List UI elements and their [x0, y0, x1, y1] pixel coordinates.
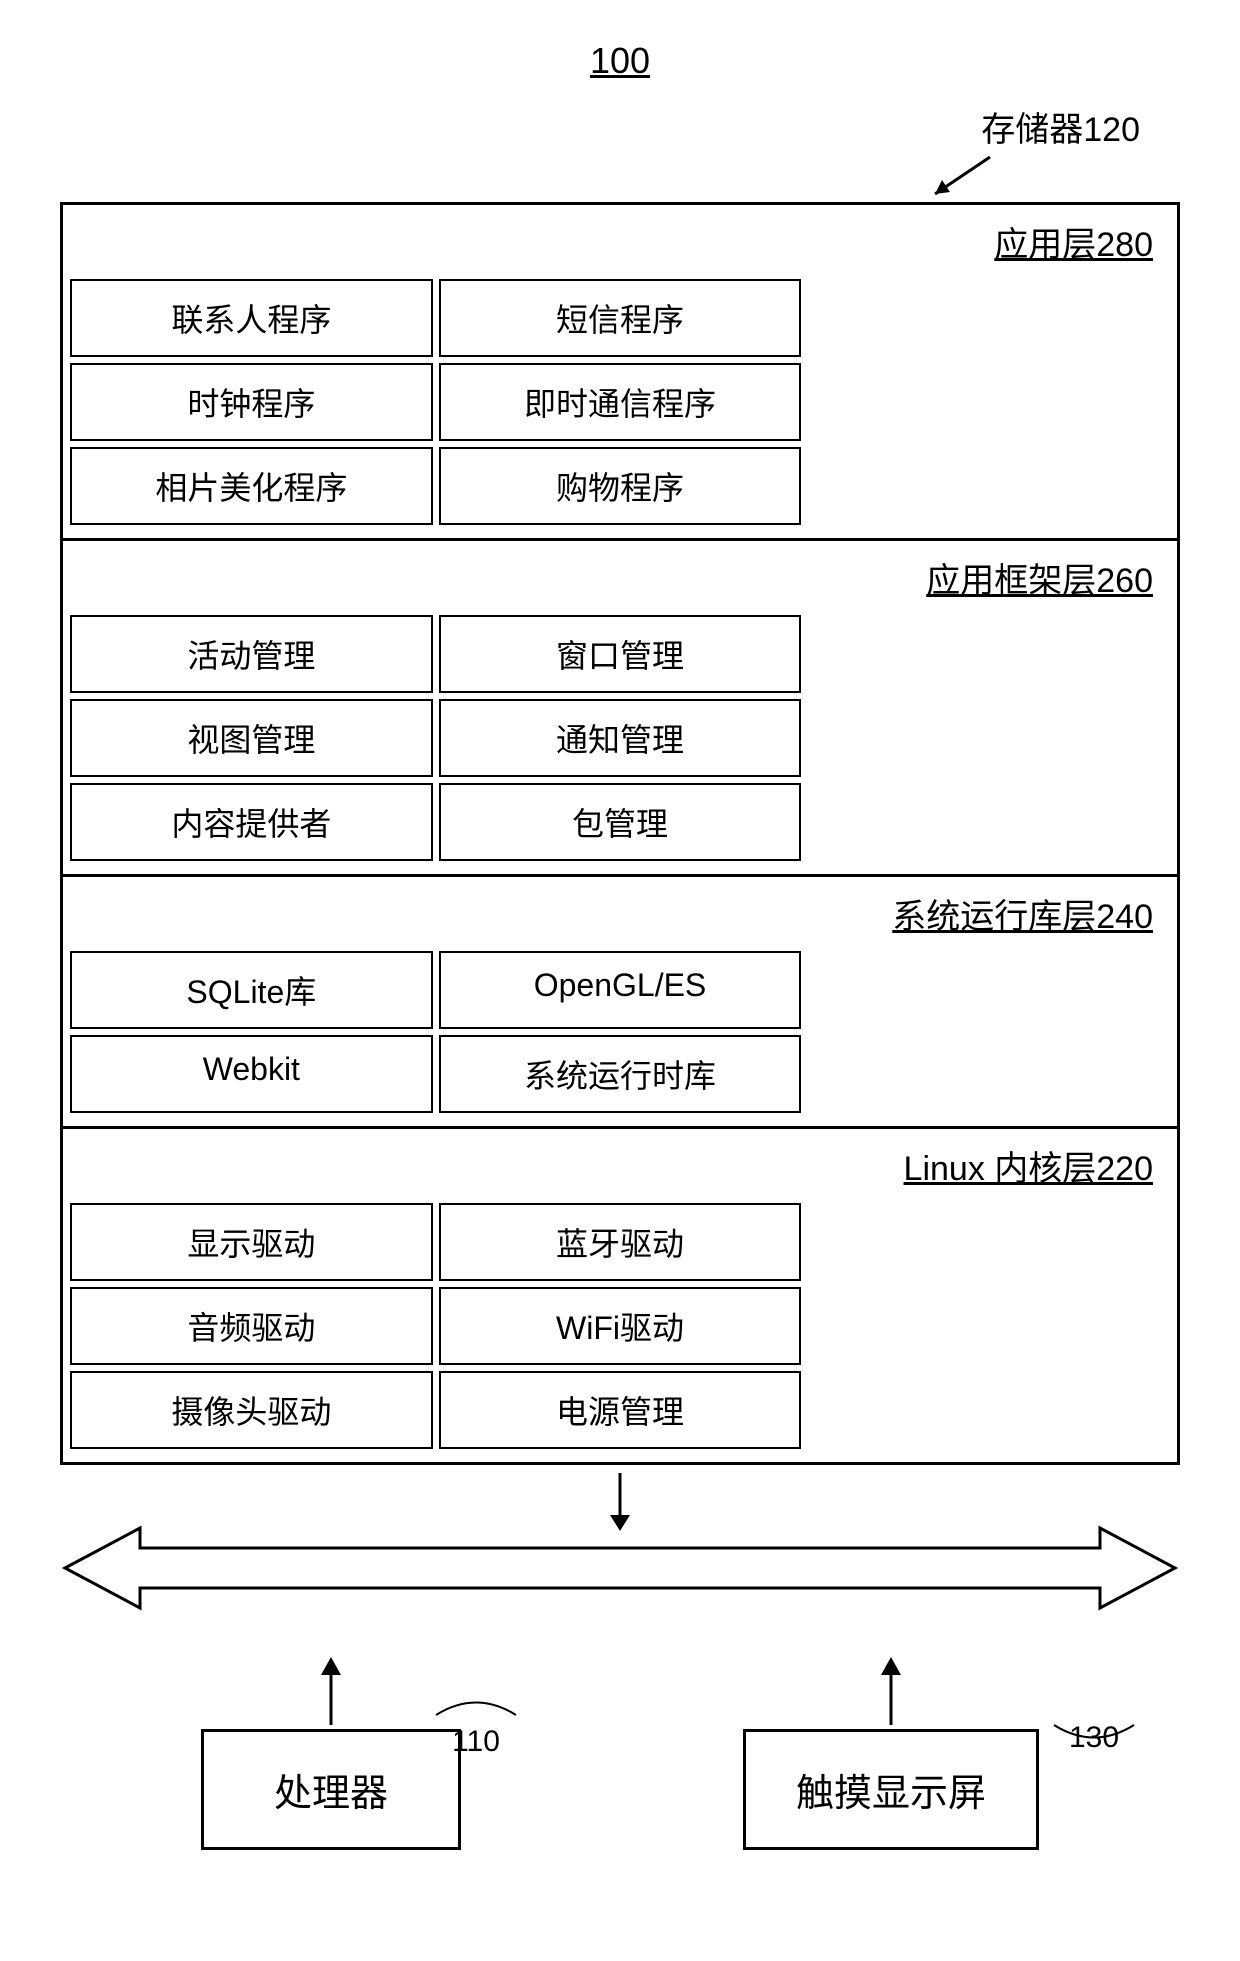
cell-spacer — [807, 1287, 1170, 1365]
app-cell: 即时通信程序 — [439, 363, 802, 441]
kernel-cell: 电源管理 — [439, 1371, 802, 1449]
runtime-cell: OpenGL/ES — [439, 951, 802, 1029]
runtime-cell: 系统运行时库 — [439, 1035, 802, 1113]
processor-box: 处理器 — [201, 1729, 461, 1850]
app-cell: 短信程序 — [439, 279, 802, 357]
touchscreen-block: 130 触摸显示屏 — [743, 1655, 1039, 1850]
kernel-cell: WiFi驱动 — [439, 1287, 802, 1365]
runtime-cell: SQLite库 — [70, 951, 433, 1029]
runtime-cell: Webkit — [70, 1035, 433, 1113]
layer-application: 应用层280 联系人程序 短信程序 时钟程序 即时通信程序 相片美化程序 购物程… — [63, 205, 1177, 541]
framework-cell: 活动管理 — [70, 615, 433, 693]
kernel-cell: 显示驱动 — [70, 1203, 433, 1281]
touchscreen-number: 130 — [1049, 1715, 1139, 1755]
app-cell: 购物程序 — [439, 447, 802, 525]
cell-spacer — [807, 1371, 1170, 1449]
framework-cell: 视图管理 — [70, 699, 433, 777]
kernel-cell: 音频驱动 — [70, 1287, 433, 1365]
cell-spacer — [807, 699, 1170, 777]
bus-double-arrow-icon — [60, 1523, 1180, 1613]
app-cell: 联系人程序 — [70, 279, 433, 357]
layer-runtime: 系统运行库层240 SQLite库 OpenGL/ES Webkit 系统运行时… — [63, 877, 1177, 1129]
cell-spacer — [807, 1035, 1170, 1113]
app-cell: 相片美化程序 — [70, 447, 433, 525]
up-arrow-icon — [871, 1655, 911, 1725]
kernel-cell: 摄像头驱动 — [70, 1371, 433, 1449]
figure-number: 100 — [60, 40, 1180, 82]
cell-spacer — [807, 1203, 1170, 1281]
cell-spacer — [807, 783, 1170, 861]
framework-cell: 包管理 — [439, 783, 802, 861]
cell-spacer — [807, 447, 1170, 525]
memory-label: 存储器120 — [981, 102, 1140, 151]
memory-label-wrap: 存储器120 — [60, 102, 1180, 202]
memory-pointer-arrow-icon — [920, 152, 1000, 202]
layer-title: 系统运行库层240 — [63, 877, 1177, 948]
layer-title: Linux 内核层220 — [63, 1129, 1177, 1200]
processor-number: 110 — [431, 1685, 521, 1759]
processor-block: 110 处理器 — [201, 1655, 461, 1850]
layer-title: 应用层280 — [63, 205, 1177, 276]
layer-kernel: Linux 内核层220 显示驱动 蓝牙驱动 音频驱动 WiFi驱动 摄像头驱动… — [63, 1129, 1177, 1462]
layer-framework: 应用框架层260 活动管理 窗口管理 视图管理 通知管理 内容提供者 包管理 — [63, 541, 1177, 877]
architecture-main-box: 应用层280 联系人程序 短信程序 时钟程序 即时通信程序 相片美化程序 购物程… — [60, 202, 1180, 1465]
up-arrow-icon — [311, 1655, 351, 1725]
touchscreen-box: 触摸显示屏 — [743, 1729, 1039, 1850]
cell-spacer — [807, 363, 1170, 441]
bottom-row: 110 处理器 130 触摸显示屏 — [60, 1655, 1180, 1850]
bus-area — [60, 1475, 1180, 1655]
layer-title: 应用框架层260 — [63, 541, 1177, 612]
cell-spacer — [807, 615, 1170, 693]
kernel-cell: 蓝牙驱动 — [439, 1203, 802, 1281]
framework-cell: 窗口管理 — [439, 615, 802, 693]
cell-spacer — [807, 279, 1170, 357]
framework-cell: 通知管理 — [439, 699, 802, 777]
framework-cell: 内容提供者 — [70, 783, 433, 861]
app-cell: 时钟程序 — [70, 363, 433, 441]
cell-spacer — [807, 951, 1170, 1029]
